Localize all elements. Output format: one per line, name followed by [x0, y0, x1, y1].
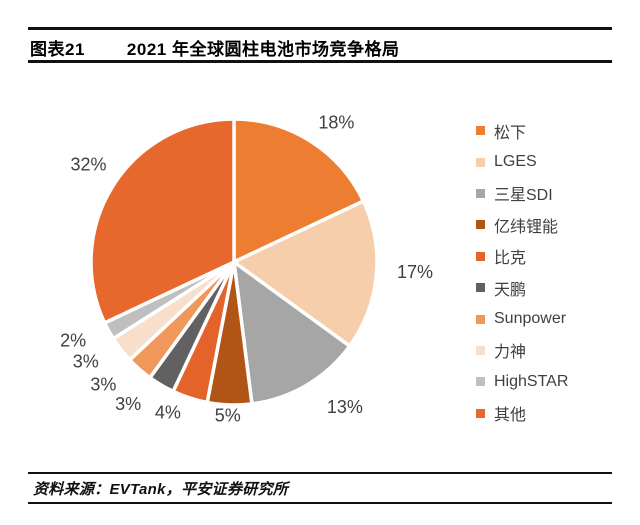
legend-item-8: HighSTAR: [476, 366, 636, 397]
legend-label: LGES: [494, 153, 537, 171]
pie-slice-2: [232, 260, 352, 406]
legend-label: 比克: [494, 250, 527, 268]
legend-item-0: 松下: [476, 115, 636, 146]
legend-swatch-icon: [476, 126, 485, 136]
legend-swatch-icon: [476, 408, 485, 418]
figure-footer: 资料来源：EVTank，平安证券研究所: [28, 472, 612, 504]
legend-label: 松下: [494, 124, 527, 142]
pie-data-label-6: 3%: [90, 375, 116, 395]
legend-label: 天鹏: [494, 281, 527, 299]
legend-label: 三星SDI: [494, 187, 553, 205]
pie-data-label-8: 2%: [60, 330, 86, 350]
legend-swatch-icon: [476, 251, 485, 261]
legend-swatch-icon: [476, 220, 485, 230]
pie-slice-9: [89, 117, 236, 325]
pie-data-label-0: 18%: [318, 113, 354, 133]
pie-chart: 18%17%13%5%4%3%3%3%2%32%: [60, 113, 433, 426]
pie-data-label-5: 3%: [115, 394, 141, 414]
figure-header: 图表21 2021 年全球圆柱电池市场竞争格局: [30, 35, 612, 59]
legend-swatch-icon: [476, 283, 485, 293]
figure-number: 图表21: [30, 39, 85, 59]
pie-data-label-9: 32%: [70, 155, 106, 175]
legend-item-1: LGES: [476, 146, 636, 177]
pie-data-label-7: 3%: [73, 351, 99, 371]
pie-data-label-4: 4%: [155, 403, 181, 423]
legend-item-6: Sunpower: [476, 303, 636, 334]
legend-swatch-icon: [476, 345, 485, 355]
legend-label: 亿纬锂能: [494, 218, 559, 236]
top-rule: [28, 27, 612, 30]
legend-swatch-icon: [476, 314, 485, 324]
legend-item-3: 亿纬锂能: [476, 209, 636, 240]
legend-item-2: 三星SDI: [476, 178, 636, 209]
legend-label: Sunpower: [494, 310, 567, 328]
legend-swatch-icon: [476, 157, 485, 167]
legend-swatch-icon: [476, 188, 485, 198]
pie-slice-1: [232, 199, 379, 348]
legend-label: 其他: [494, 407, 527, 425]
legend-item-5: 天鹏: [476, 272, 636, 303]
legend-item-9: 其他: [476, 398, 636, 429]
legend-label: 力神: [494, 344, 527, 362]
title-underline: [28, 60, 612, 63]
legend-item-4: 比克: [476, 241, 636, 272]
chart-legend: 松下 LGES 三星SDI 亿纬锂能比克天鹏 Sunpower 力神 HighSTAR 其他: [476, 115, 636, 429]
legend-swatch-icon: [476, 377, 485, 387]
pie-data-label-2: 13%: [327, 397, 363, 417]
legend-item-7: 力神: [476, 335, 636, 366]
legend-label: HighSTAR: [494, 372, 569, 390]
pie-data-label-3: 5%: [215, 406, 241, 426]
pie-data-label-1: 17%: [397, 262, 433, 282]
figure-title: 2021 年全球圆柱电池市场竞争格局: [126, 39, 400, 59]
pie-slice-0: [232, 117, 366, 264]
source-text: 资料来源：EVTank，平安证券研究所: [33, 480, 289, 498]
